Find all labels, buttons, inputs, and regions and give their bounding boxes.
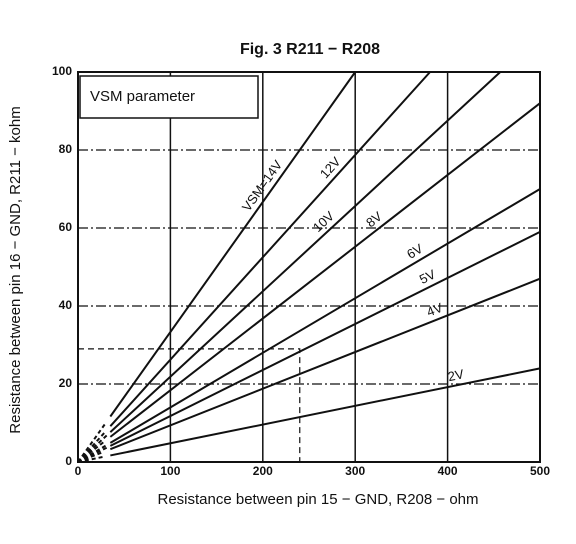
series-label: 2V bbox=[446, 366, 465, 384]
series-label: 10V bbox=[310, 208, 337, 235]
legend-title: VSM parameter bbox=[90, 88, 195, 105]
y-tick-label: 80 bbox=[59, 142, 73, 156]
x-tick-label: 200 bbox=[253, 464, 273, 478]
series-label: 4V bbox=[424, 300, 445, 320]
series-line bbox=[77, 277, 541, 463]
plot-frame bbox=[77, 71, 541, 463]
y-tick-label: 100 bbox=[52, 64, 72, 78]
series-line bbox=[77, 71, 431, 463]
series-label: 5V bbox=[417, 266, 438, 287]
y-tick-label: 60 bbox=[59, 220, 73, 234]
guide-line bbox=[78, 348, 301, 462]
x-tick-label: 400 bbox=[438, 464, 458, 478]
series-line bbox=[77, 367, 541, 463]
series-line bbox=[77, 71, 357, 463]
x-tick-label: 0 bbox=[75, 464, 82, 478]
y-tick-label: 20 bbox=[59, 376, 73, 390]
y-axis-label: Resistance between pin 16 − GND, R211 − … bbox=[7, 106, 24, 433]
series-line bbox=[77, 231, 541, 463]
x-tick-label: 300 bbox=[345, 464, 365, 478]
y-tick-label: 0 bbox=[65, 454, 72, 468]
series-line bbox=[77, 102, 541, 463]
legend-box bbox=[79, 75, 259, 119]
series-line bbox=[77, 188, 541, 463]
x-axis-label: Resistance between pin 15 − GND, R208 − … bbox=[157, 491, 478, 508]
series-label: 6V bbox=[404, 241, 426, 262]
series-line bbox=[77, 71, 501, 463]
y-tick-label: 40 bbox=[59, 298, 73, 312]
series-label: 12V bbox=[317, 154, 344, 181]
x-tick-label: 500 bbox=[530, 464, 550, 478]
x-tick-label: 100 bbox=[160, 464, 180, 478]
chart-title: Fig. 3 R211 − R208 bbox=[240, 41, 380, 58]
